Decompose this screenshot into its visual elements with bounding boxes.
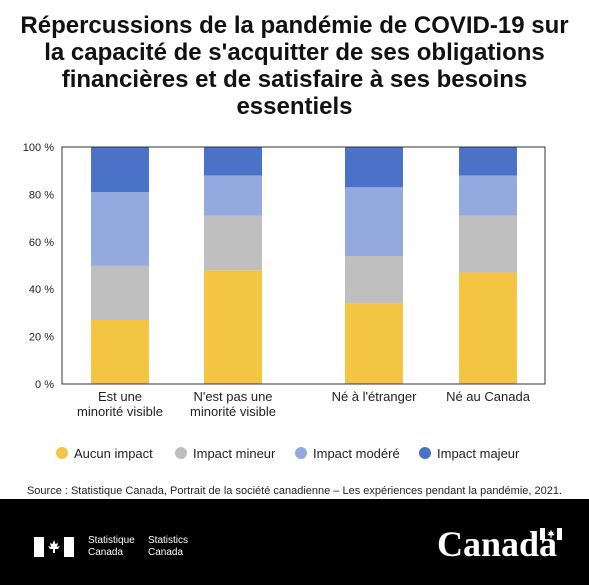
footer-bar: Statistique Canada Statistics Canada Can… [0,499,589,585]
legend-marker [295,447,307,459]
x-tick-label: N'est pas une [193,389,272,404]
y-tick-label: 100 % [23,142,54,154]
legend-marker [419,447,431,459]
legend-label: Impact mineur [193,446,276,461]
bar-segment-impact-majeur [459,147,517,176]
bar-segment-impact-majeur [91,147,149,193]
x-tick-label: Né au Canada [446,389,531,404]
bar-segment-impact-mineur [204,215,262,271]
canada-wordmark: Canada [437,524,558,564]
agency-name-en: Statistics Canada [148,535,189,558]
x-tick-label: Né à l'étranger [332,389,418,404]
bar-segment-impact-modere [345,187,403,257]
bar-segment-aucun-impact [91,320,149,384]
bar-segment-aucun-impact [459,272,517,384]
y-tick-label: 20 % [29,332,54,344]
x-tick-label: minorité visible [190,404,276,419]
legend-label: Aucun impact [74,446,153,461]
y-tick-label: 40 % [29,284,54,296]
y-tick-label: 60 % [29,237,54,249]
chart-title: Répercussions de la pandémie de COVID-19… [20,12,569,120]
bar-segment-impact-majeur [204,147,262,176]
legend-marker [56,447,68,459]
x-tick-label: Est une [98,389,142,404]
bar-segment-impact-mineur [91,265,149,321]
bar-segment-impact-modere [459,175,517,216]
bar-segment-impact-modere [204,175,262,216]
y-tick-label: 0 % [35,379,54,391]
bar-segment-impact-mineur [459,215,517,273]
y-tick-label: 80 % [29,189,54,201]
plot-frame [61,146,546,385]
x-tick-label: minorité visible [77,404,163,419]
bar-segment-aucun-impact [204,270,262,384]
statcan-flag-icon [34,537,74,557]
bar-segment-impact-mineur [345,256,403,304]
legend-marker [175,447,187,459]
bar-segment-impact-modere [91,192,149,266]
bar-segment-aucun-impact [345,303,403,384]
bar-segment-impact-majeur [345,147,403,188]
legend-label: Impact modéré [313,446,400,461]
canada-wordmark-flag-icon [540,528,562,540]
agency-name-fr: Statistique Canada [88,535,135,558]
legend-label: Impact majeur [437,446,520,461]
stacked-bar-chart: 0 %20 %40 %60 %80 %100 %Est uneminorité … [23,142,546,461]
source-note: Source : Statistique Canada, Portrait de… [26,485,563,497]
